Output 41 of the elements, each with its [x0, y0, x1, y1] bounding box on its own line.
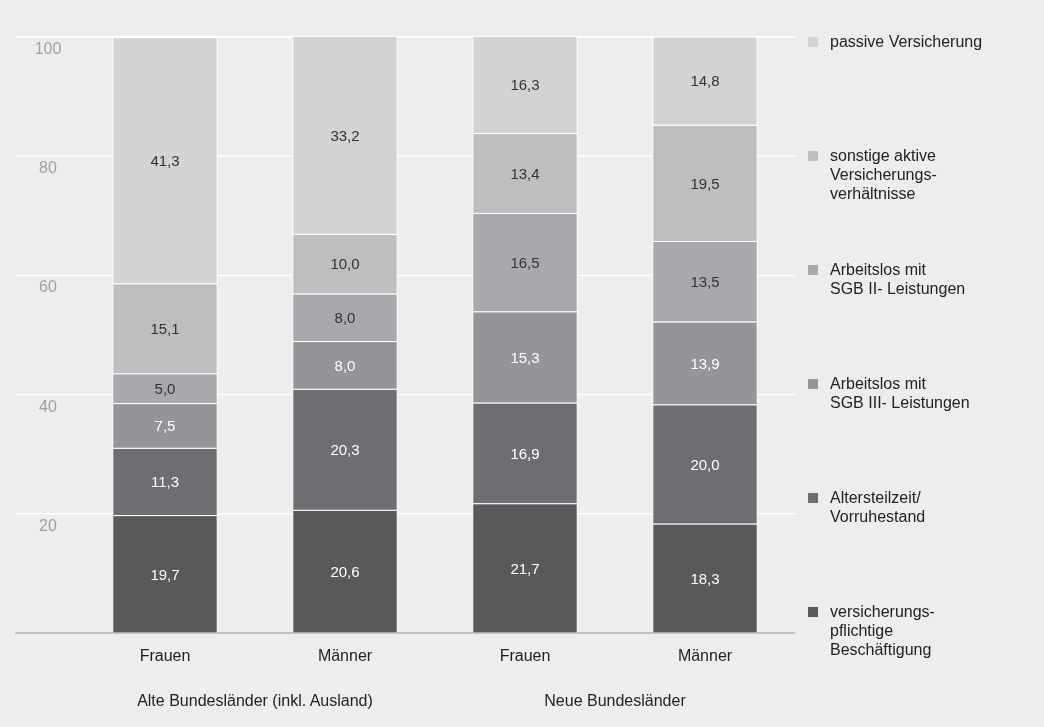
data-label: 18,3: [690, 569, 720, 587]
text: Alte Bundesländer (inkl. Ausland): [137, 692, 373, 709]
x-tick-label: Frauen: [139, 647, 191, 664]
data-label: 16,5: [510, 253, 540, 271]
data-label: 20,3: [330, 440, 360, 458]
y-tick-label: 80: [39, 159, 57, 177]
text: Neue Bundesländer: [544, 692, 687, 709]
data-label: 15,1: [150, 319, 180, 337]
data-label: 13,5: [690, 272, 720, 290]
y-tick-label: 60: [39, 278, 57, 296]
data-label: 11,3: [150, 473, 180, 491]
data-label: 10,0: [330, 255, 360, 273]
y-tick-label: 40: [39, 397, 57, 415]
data-label: 16,3: [510, 76, 540, 94]
x-tick-label: Männer: [677, 647, 733, 664]
data-label: 7,5: [154, 417, 176, 435]
x-tick-label: Frauen: [499, 647, 551, 664]
data-label: 33,2: [330, 126, 360, 144]
x-tick-label: Männer: [317, 647, 373, 664]
data-label: 16,9: [510, 444, 540, 462]
data-label: 8,0: [334, 356, 356, 374]
data-label: 20,6: [330, 562, 360, 580]
data-label: 19,7: [150, 565, 180, 583]
y-tick-label: 20: [39, 516, 57, 534]
legend-label: Arbeitslos mit SGB II- Leistungen: [830, 261, 966, 297]
legend-label: sonstige aktive Versicherungs- verhältnisse: [830, 147, 937, 202]
data-label: 15,3: [510, 348, 540, 366]
legend-label: versicherungs- pflichtige Beschäftigung: [830, 603, 935, 658]
data-label: 8,0: [334, 308, 356, 326]
data-label: 13,4: [510, 164, 540, 182]
data-label: 41,3: [150, 151, 180, 169]
legend-label: Arbeitslos mit SGB III- Leistungen: [830, 375, 970, 411]
data-label: 14,8: [690, 72, 720, 90]
data-label: 19,5: [690, 174, 720, 192]
data-label: 13,9: [690, 354, 720, 372]
data-label: 5,0: [154, 379, 176, 397]
y-tick-label: 100: [34, 40, 62, 57]
data-label: 20,0: [690, 455, 720, 473]
legend-label: passive Versicherung: [830, 33, 983, 50]
data-label: 21,7: [510, 559, 540, 577]
legend-label: Altersteilzeit/ Vorruhestand: [830, 489, 926, 525]
